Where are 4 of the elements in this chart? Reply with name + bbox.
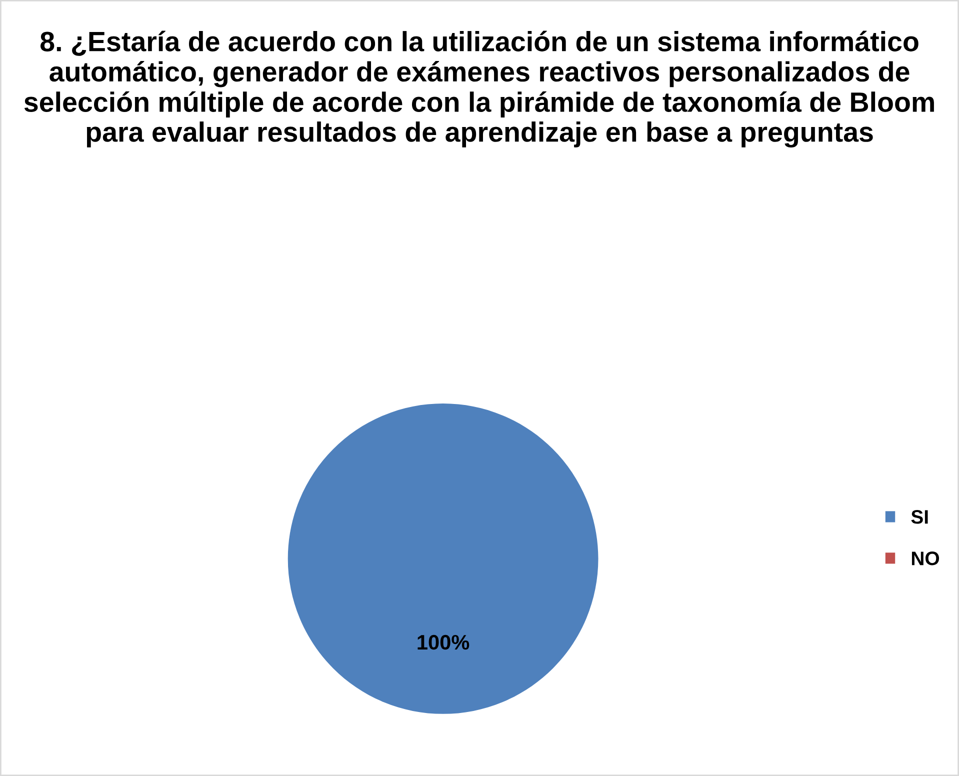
data-label: 100%: [418, 634, 470, 650]
chart-title: 8. ¿Estaría de acuerdo con la utilización de un sistema informático automático, generador de exámenes reactivos personalizados de selección múltiple de acorde con la pirámide de taxonomía de Bloom para evaluar resultados de aprendizaje en base a preguntas: [24, 30, 934, 148]
legend-label: SI: [911, 510, 928, 524]
legend-label: NO: [912, 552, 940, 566]
